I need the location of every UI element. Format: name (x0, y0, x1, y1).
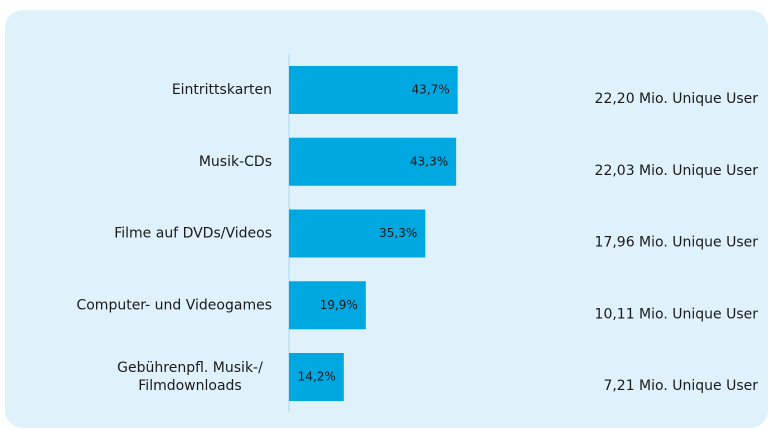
bar (289, 209, 426, 258)
value-label: 43,3% (410, 154, 448, 168)
annotation: 22,03 Mio. Unique User (595, 163, 759, 179)
bar (289, 281, 366, 330)
annotation: 22,20 Mio. Unique User (595, 91, 759, 107)
bar (289, 353, 344, 401)
category-label: Computer- und Videogames (76, 297, 272, 313)
category-label: Musik-CDs (199, 154, 272, 170)
value-label: 43,7% (412, 83, 450, 97)
bar (289, 66, 458, 114)
category-label: Filme auf DVDs/Videos (114, 226, 272, 242)
category-label: Eintrittskarten (172, 82, 272, 98)
annotation: 10,11 Mio. Unique User (595, 306, 759, 322)
annotation: 7,21 Mio. Unique User (603, 378, 758, 394)
value-label: 19,9% (320, 298, 358, 312)
annotation: 17,96 Mio. Unique User (595, 235, 759, 251)
bar (289, 137, 457, 186)
category-label: Gebührenpfl. Musik-/Filmdownloads (117, 360, 263, 394)
value-label: 35,3% (379, 226, 417, 240)
value-label: 14,2% (298, 370, 336, 384)
